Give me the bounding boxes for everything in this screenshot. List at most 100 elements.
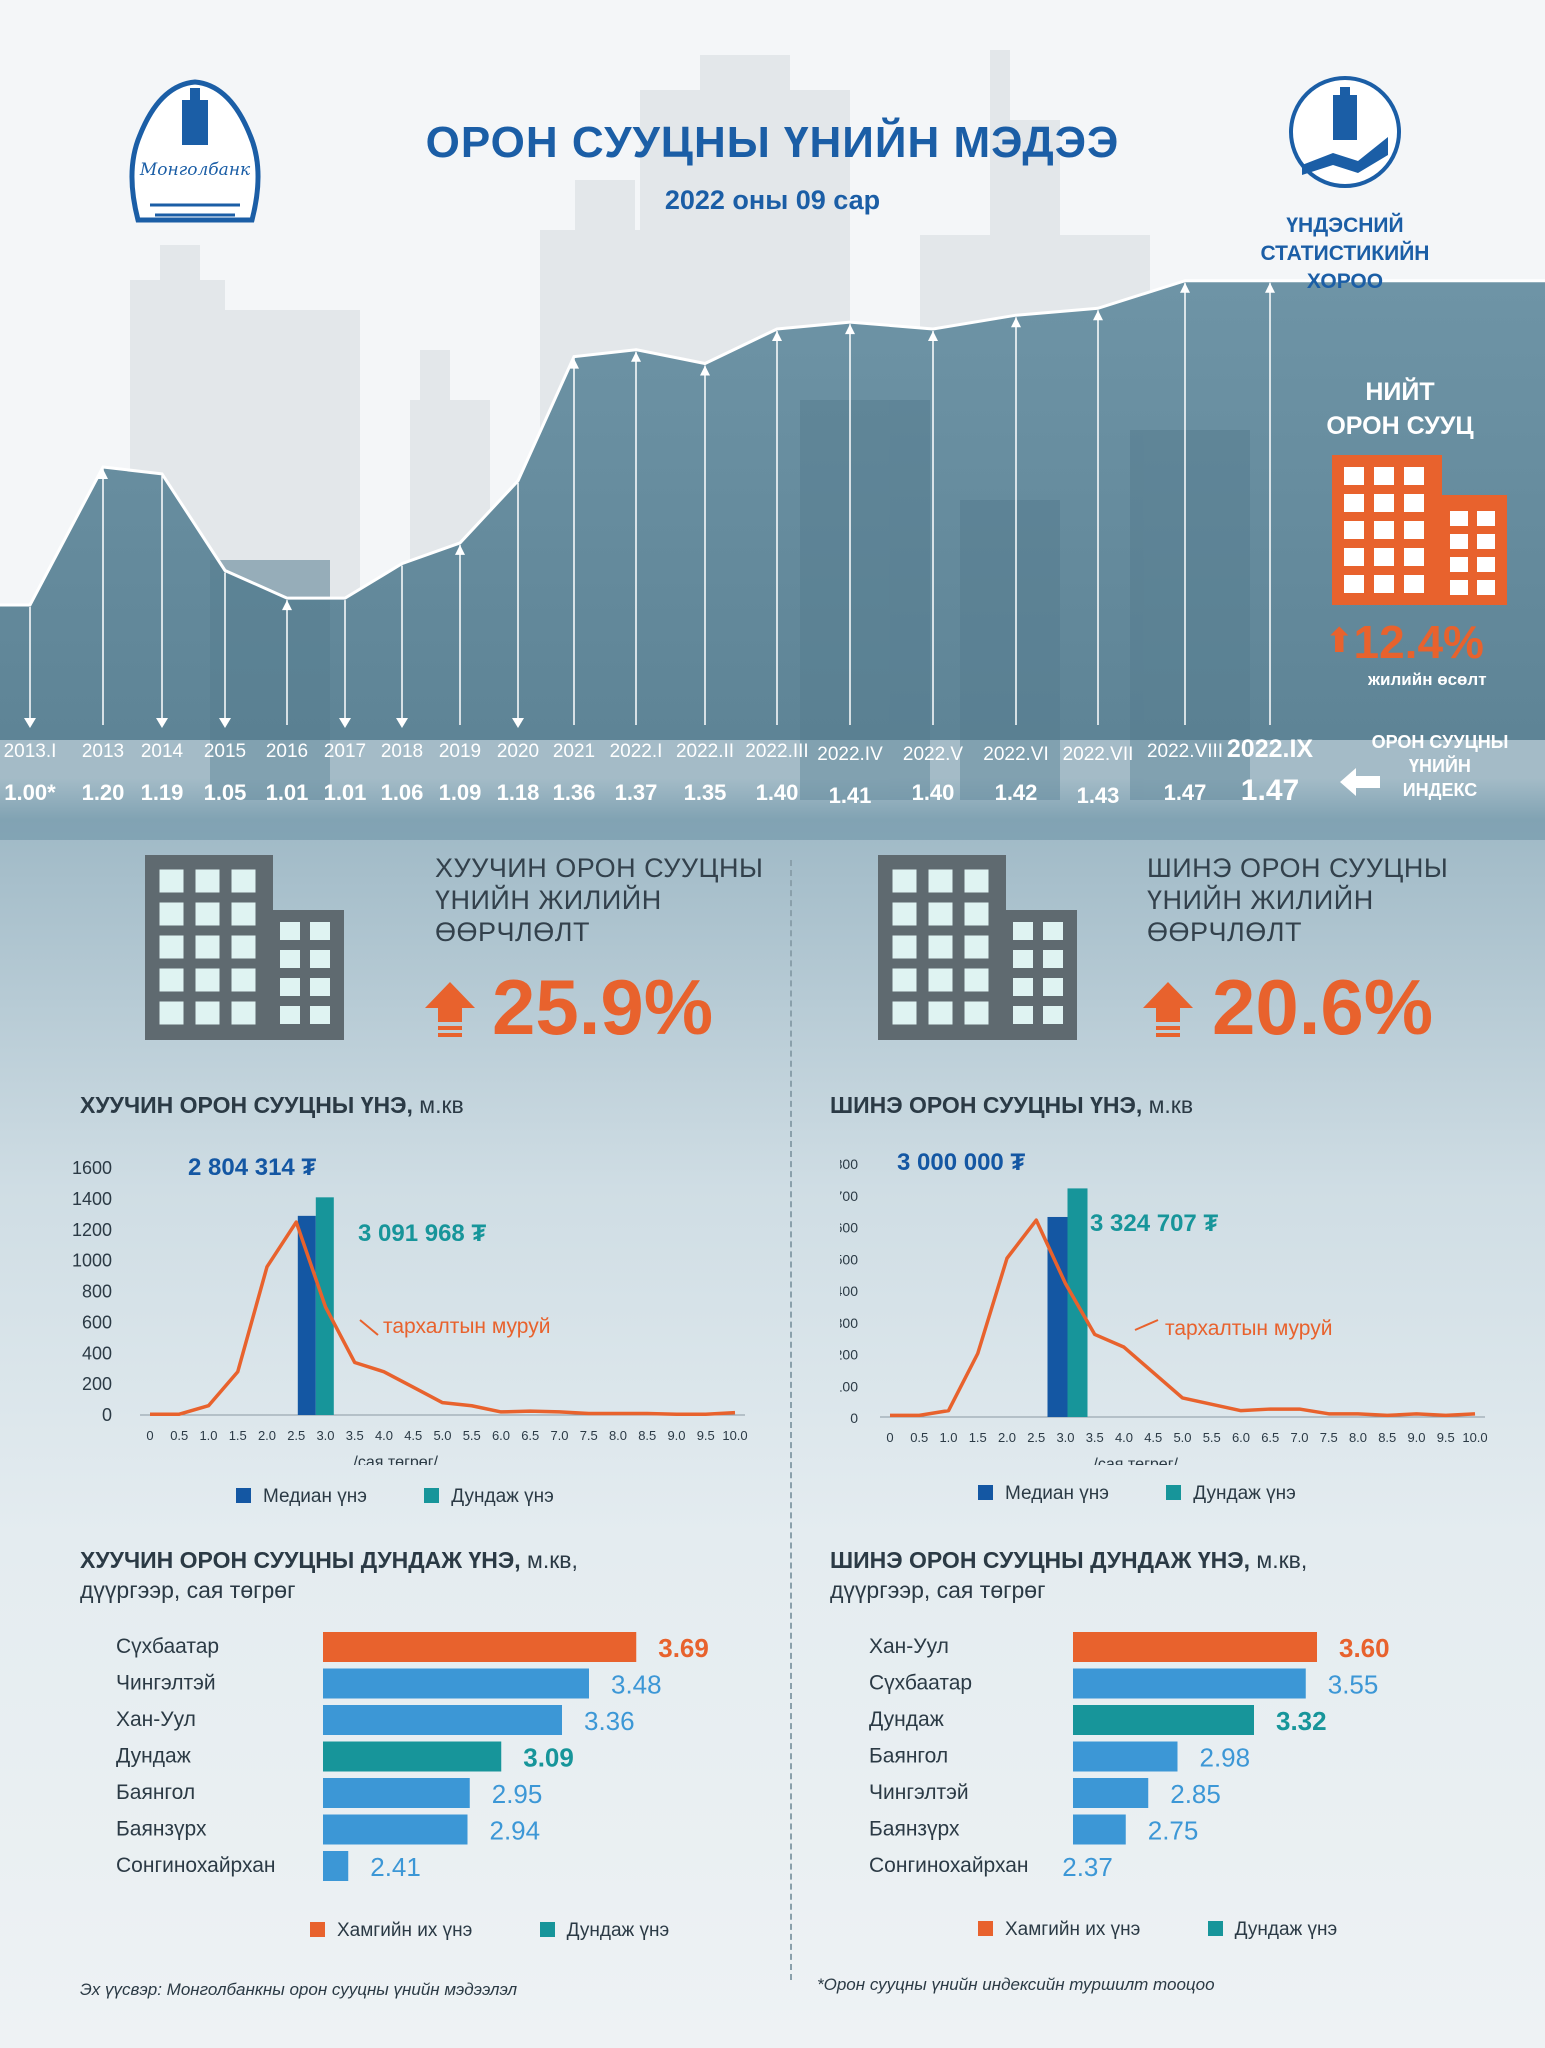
index-marker: [700, 365, 710, 376]
district-value-label: 2.95: [492, 1779, 543, 1809]
total-growth-label: жилийн өсөлт: [1368, 670, 1487, 689]
legend-mean-swatch: [1207, 1921, 1223, 1936]
x-tick-label: 9.0: [667, 1428, 685, 1443]
index-value-label: 1.41: [829, 783, 872, 808]
x-tick-label: 3.5: [1086, 1430, 1104, 1445]
district-bar: [323, 1668, 589, 1699]
legend-median-text: Медиан үнэ: [1005, 1483, 1109, 1504]
index-period-label: 2018: [381, 741, 423, 762]
x-tick-label: 9.5: [1437, 1430, 1455, 1445]
x-axis-label: /сая төгрөг/: [1093, 1456, 1178, 1465]
district-label: Хан-Уул: [869, 1635, 949, 1658]
x-tick-label: 10.0: [1462, 1430, 1487, 1445]
old-building-icon: [145, 855, 360, 1045]
district-label: Сонгинохайрхан: [869, 1854, 1029, 1877]
district-value-label: 2.98: [1200, 1743, 1251, 1773]
legend-mean-text: Дундаж үнэ: [1193, 1483, 1296, 1504]
index-value-label: 1.35: [684, 780, 727, 805]
district-bar: [1073, 1668, 1306, 1699]
y-tick-label: 100: [840, 1378, 858, 1394]
old-district-title-line2: дүүргээр, сая төгрөг: [80, 1577, 296, 1603]
index-marker: [1011, 317, 1021, 328]
district-value-label: 2.41: [370, 1852, 421, 1882]
mongolbank-logo: Монголбанк: [120, 70, 270, 230]
district-bar: [1073, 1778, 1149, 1808]
index-marker: [772, 331, 782, 341]
new-hist-title: ШИНЭ ОРОН СУУЦНЫ ҮНЭ, м.кв: [830, 1090, 1193, 1120]
up-arrow-icon: ⬆: [1325, 622, 1354, 660]
median-value-label: 2 804 314 ₮: [188, 1154, 316, 1181]
legend-mean-swatch: [1166, 1485, 1182, 1500]
new-district-bar-chart: Хан-Уул 3.60 Сүхбаатар 3.55 Дундаж 3.32 Баянго…: [869, 1632, 1390, 1882]
curve-label: тархалтын муруй: [383, 1315, 550, 1338]
y-tick-label: 800: [82, 1282, 112, 1302]
old-price-histogram: 0 200 400 600 800 1000 1200 1400 1600 0 0.5 1.0 1.5 2…: [72, 1154, 748, 1465]
x-tick-label: 0.5: [170, 1428, 188, 1443]
index-marker: [24, 718, 36, 728]
district-value-label: 2.94: [490, 1816, 541, 1846]
x-tick-label: 1.0: [199, 1428, 217, 1443]
mean-value-label: 3 091 968 ₮: [358, 1220, 486, 1247]
index-period-label: 2022.VI: [983, 744, 1049, 765]
new-change-arrow-icon: [1143, 982, 1193, 1042]
district-bar: [1073, 1814, 1126, 1845]
y-tick-label: 600: [82, 1312, 112, 1332]
x-tick-label: 4.0: [1115, 1430, 1133, 1445]
nso-name-line-3: ХОРОО: [1306, 270, 1384, 293]
legend-mean-text: Дундаж үнэ: [1234, 1919, 1338, 1940]
district-label: Баянгол: [869, 1745, 948, 1768]
new-district-title-tail: м.кв,: [1256, 1547, 1308, 1573]
index-marker: [396, 718, 408, 728]
median-value-label: 3 000 000 ₮: [897, 1149, 1025, 1176]
arrow-left-icon: [1340, 768, 1380, 796]
index-marker: [282, 600, 292, 611]
x-tick-label: 7.5: [1320, 1430, 1338, 1445]
index-period-label: 2013: [82, 741, 124, 762]
x-tick-label: 6.0: [1232, 1430, 1250, 1445]
index-value-label: 1.47: [1164, 780, 1207, 805]
legend-mean-item: Дундаж үнэ: [1166, 1483, 1296, 1504]
legend-median-item: Медиан үнэ: [236, 1486, 367, 1507]
x-tick-label: 0: [886, 1430, 893, 1445]
x-tick-label: 2.5: [287, 1428, 305, 1443]
y-tick-label: 1200: [72, 1220, 112, 1240]
legend-mean-item: Дундаж үнэ: [1207, 1919, 1338, 1940]
index-value-label: 1.42: [995, 780, 1038, 805]
page-title: ОРОН СУУЦНЫ ҮНИЙН МЭДЭЭ: [425, 118, 1120, 167]
x-tick-label: 2.0: [998, 1430, 1016, 1445]
legend-mean-swatch: [539, 1922, 555, 1937]
index-value-label: 1.20: [82, 780, 125, 805]
index-marker: [98, 469, 108, 479]
x-tick-label: 1.0: [939, 1430, 957, 1445]
district-label: Сүхбаатар: [116, 1635, 219, 1658]
old-change-title-2: ҮНИЙН ЖИЛИЙН: [435, 885, 662, 915]
y-tick-label: 400: [840, 1283, 858, 1299]
median-bar: [297, 1215, 316, 1415]
old-change-title: ХУУЧИН ОРОН СУУЦНЫ ҮНИЙН ЖИЛИЙН ӨӨРЧЛӨЛТ: [435, 852, 763, 948]
new-hist-unit: м.кв: [1148, 1092, 1194, 1118]
index-period-label: 2017: [324, 741, 366, 762]
x-axis-label: /сая төгрөг/: [353, 1454, 438, 1465]
section-divider: [790, 860, 792, 1980]
y-tick-label: 400: [82, 1343, 112, 1363]
index-marker: [1093, 310, 1103, 321]
district-bar: [323, 1778, 470, 1808]
new-change-value: 20.6%: [1212, 963, 1434, 1051]
new-change-title-3: ӨӨРЧЛӨЛТ: [1147, 917, 1302, 947]
x-tick-label: 5.5: [1203, 1430, 1221, 1445]
district-bar: [1073, 1632, 1317, 1662]
index-marker: [219, 718, 231, 728]
index-period-label: 2016: [266, 741, 308, 762]
index-marker: [845, 324, 855, 335]
district-bar: [323, 1632, 637, 1662]
district-bar: [1073, 1741, 1178, 1772]
y-tick-label: 300: [840, 1315, 858, 1331]
index-period-label: 2022.IV: [817, 744, 883, 765]
x-tick-label: 9.0: [1407, 1430, 1425, 1445]
index-label-2: ҮНИЙН: [1409, 756, 1471, 776]
district-value-label: 2.37: [1062, 1852, 1113, 1882]
x-tick-label: 3.0: [316, 1428, 334, 1443]
district-value-label: 2.85: [1170, 1779, 1221, 1809]
district-bar: [323, 1741, 502, 1772]
y-tick-label: 200: [82, 1374, 112, 1394]
